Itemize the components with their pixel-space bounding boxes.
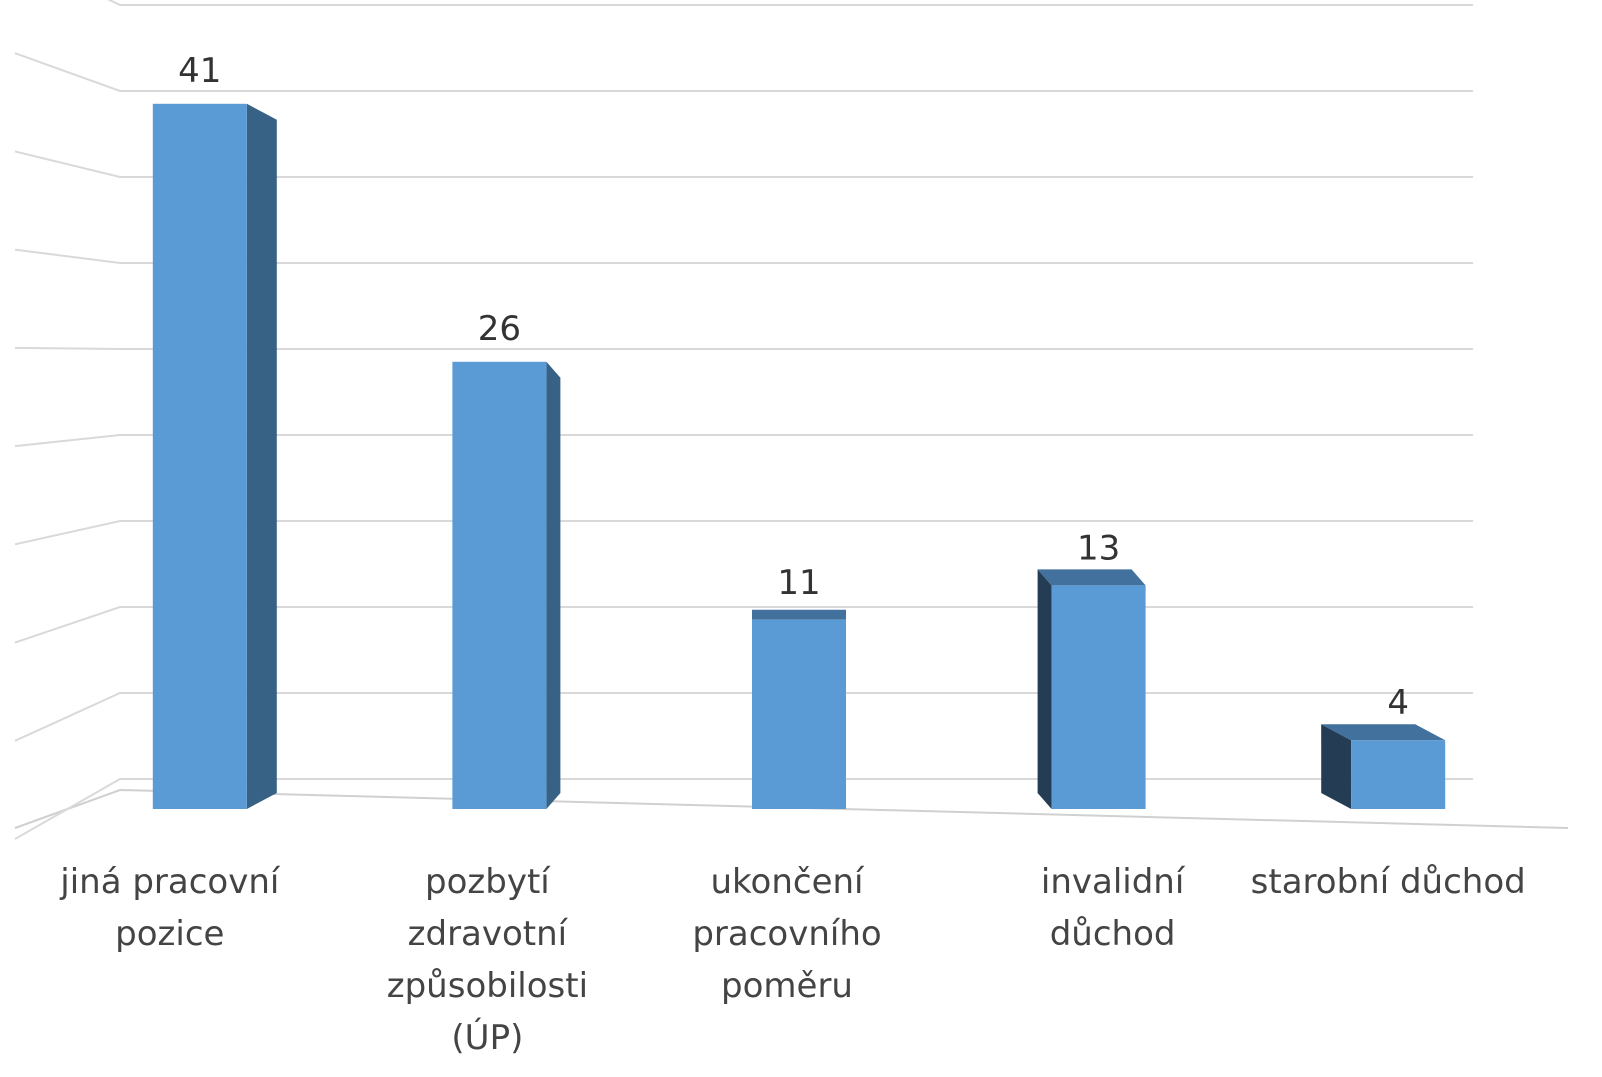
value-label: 26 bbox=[478, 309, 521, 349]
bar bbox=[452, 361, 547, 809]
grid-line bbox=[14, 434, 1473, 448]
grid-line bbox=[14, 778, 1473, 840]
grid-line bbox=[14, 346, 1473, 350]
grid-line bbox=[14, 150, 1473, 178]
bar-side bbox=[546, 361, 561, 809]
bar-side bbox=[246, 103, 277, 810]
value-label: 41 bbox=[178, 51, 221, 91]
grid-line bbox=[14, 606, 1473, 644]
value-label: 11 bbox=[777, 563, 820, 603]
grid-line bbox=[14, 692, 1473, 742]
bar bbox=[152, 103, 247, 810]
bar-top bbox=[1321, 724, 1446, 741]
x-tick-label: jiná pracovní pozice bbox=[60, 862, 280, 954]
floor-line bbox=[14, 788, 1569, 829]
bar-side bbox=[1037, 569, 1052, 809]
x-tick-label: invalidní důchod bbox=[1040, 862, 1185, 954]
bar-top bbox=[1037, 569, 1146, 586]
value-label: 4 bbox=[1387, 683, 1409, 723]
grid-line bbox=[14, 520, 1473, 546]
bar-top bbox=[752, 609, 846, 620]
grid-line bbox=[14, 52, 1473, 92]
grid-line bbox=[107, 0, 1473, 6]
x-tick-label: pozbytí zdravotní způsobilosti (ÚP) bbox=[386, 862, 589, 1058]
bar-side bbox=[1321, 724, 1352, 809]
bar bbox=[752, 619, 846, 809]
bar bbox=[1351, 740, 1446, 809]
x-tick-label: starobní důchod bbox=[1250, 862, 1526, 902]
bar bbox=[1051, 585, 1146, 809]
x-tick-label: ukončení pracovního poměru bbox=[692, 862, 882, 1006]
value-label: 13 bbox=[1077, 528, 1120, 568]
grid-line bbox=[14, 248, 1473, 264]
